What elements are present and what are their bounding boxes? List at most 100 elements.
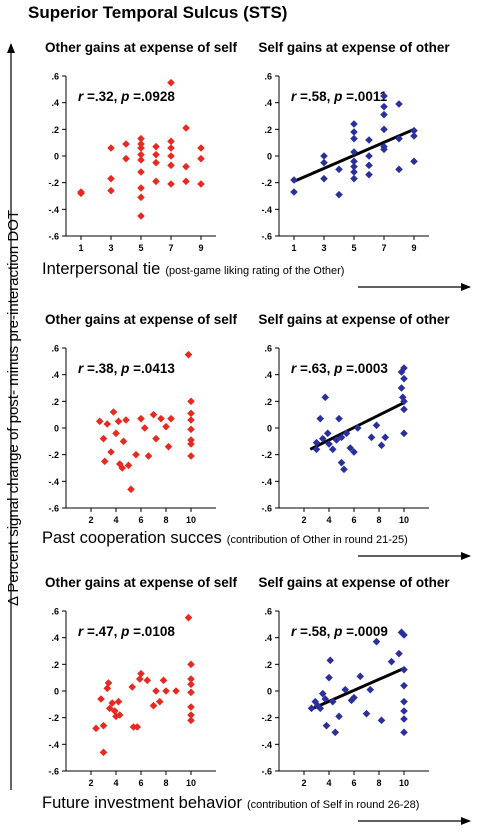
data-point <box>400 728 408 737</box>
x-tick-label: 10 <box>186 515 196 525</box>
scatter-panel: Self gains at expense of other -.6 -.4 -.2 0… <box>258 575 450 788</box>
correlation-stat: r =.63, p =.0003 <box>291 361 388 376</box>
y-tick-label: .6 <box>51 72 59 82</box>
data-point <box>335 414 343 423</box>
data-point <box>381 433 390 442</box>
data-point <box>184 350 193 359</box>
data-point <box>346 444 355 452</box>
data-point <box>331 728 340 737</box>
data-point <box>337 458 346 467</box>
row-xlabel-note: (contribution of Other in round 21-25) <box>227 534 408 546</box>
scatter-panel: Self gains at expense of other -.6 -.4 -.2 0… <box>258 312 450 525</box>
stat-stat_p: p <box>120 624 129 639</box>
stat-stat_pval: =.0108 <box>129 624 175 639</box>
y-tick-label: 0 <box>54 152 59 162</box>
x-tick-label: 5 <box>138 243 143 253</box>
y-tick-label: -.6 <box>261 504 272 514</box>
figure-ylabel: Δ Percent signal change of post- minus p… <box>5 210 22 606</box>
data-point <box>114 417 123 426</box>
data-point <box>290 188 298 196</box>
x-tick-label: 2 <box>88 515 93 525</box>
row-xlabel-main: Past cooperation succes <box>42 529 222 547</box>
stat-stat_rval: =.58, <box>296 89 334 104</box>
data-point <box>350 134 358 143</box>
x-tick-label: 5 <box>351 243 356 253</box>
data-point <box>366 685 375 694</box>
y-tick-label: .2 <box>264 397 272 407</box>
data-point <box>410 126 418 135</box>
data-point <box>353 424 362 432</box>
data-point <box>350 448 358 456</box>
data-point <box>400 665 408 674</box>
data-point <box>122 416 130 424</box>
y-tick-label: -.2 <box>261 713 272 723</box>
data-point <box>187 675 195 683</box>
y-tick-label: .2 <box>51 397 59 407</box>
data-point <box>157 414 165 423</box>
data-point <box>99 434 108 443</box>
x-tick-label: 2 <box>301 515 306 525</box>
y-tick-label: -.6 <box>261 767 272 777</box>
panel-title: Other gains at expense of self <box>45 312 238 327</box>
data-point <box>316 704 325 713</box>
y-tick-label: -.6 <box>261 232 272 242</box>
data-point <box>312 438 321 447</box>
data-point <box>380 125 388 134</box>
data-point <box>100 457 109 466</box>
data-point <box>105 704 114 713</box>
data-point <box>137 156 145 164</box>
x-tick-label: 2 <box>88 778 93 788</box>
y-tick-label: -.4 <box>261 740 272 750</box>
row-xlabel: Interpersonal tie (post-game liking ratin… <box>42 260 344 278</box>
stat-stat_rval: =.63, <box>296 361 334 376</box>
panel-title: Self gains at expense of other <box>258 312 450 327</box>
data-point <box>350 120 358 128</box>
data-point <box>187 688 195 697</box>
x-tick-label: 3 <box>321 243 326 253</box>
data-point <box>187 452 195 460</box>
y-tick-label: 0 <box>267 687 272 697</box>
data-point <box>108 699 117 707</box>
data-point <box>400 405 408 414</box>
panel-title: Self gains at expense of other <box>258 575 450 590</box>
stat-stat_pval: =.0011 <box>342 89 387 104</box>
data-point <box>350 157 358 166</box>
data-point <box>187 397 195 406</box>
data-point <box>290 176 298 184</box>
data-point <box>337 433 346 442</box>
data-point <box>325 673 333 682</box>
data-point <box>367 433 376 442</box>
x-tick-label: 3 <box>108 243 113 253</box>
x-tick-label: 6 <box>351 778 356 788</box>
data-point <box>182 162 190 171</box>
data-point <box>99 748 108 757</box>
data-point <box>197 154 205 163</box>
data-point <box>335 190 343 199</box>
data-point <box>318 434 327 443</box>
data-point <box>107 186 115 195</box>
row-xlabel-note: (contribution of Self in round 26-28) <box>247 799 419 811</box>
data-point <box>97 695 105 703</box>
x-tick-label: 4 <box>326 778 331 788</box>
stat-stat_p: p <box>333 624 342 639</box>
x-tick-label: 10 <box>186 778 196 788</box>
data-point <box>137 168 145 176</box>
data-point <box>365 152 373 160</box>
stat-stat_r: r <box>78 624 84 639</box>
data-point <box>119 437 128 446</box>
y-tick-label: .4 <box>51 633 59 643</box>
data-point <box>380 110 388 119</box>
y-tick-label: -.2 <box>261 178 272 188</box>
y-tick-label: .4 <box>264 98 272 108</box>
y-tick-label: .4 <box>51 98 59 108</box>
data-point <box>95 417 104 426</box>
y-tick-label: -.2 <box>48 713 59 723</box>
x-tick-label: 7 <box>381 243 386 253</box>
data-point <box>356 672 365 681</box>
data-point <box>137 669 145 678</box>
data-point <box>372 421 381 430</box>
data-point <box>380 145 388 154</box>
data-point <box>103 684 112 693</box>
scatter-panel: Other gains at expense of self -.6 -.4 -.2 0… <box>45 40 238 253</box>
data-point <box>312 445 321 454</box>
